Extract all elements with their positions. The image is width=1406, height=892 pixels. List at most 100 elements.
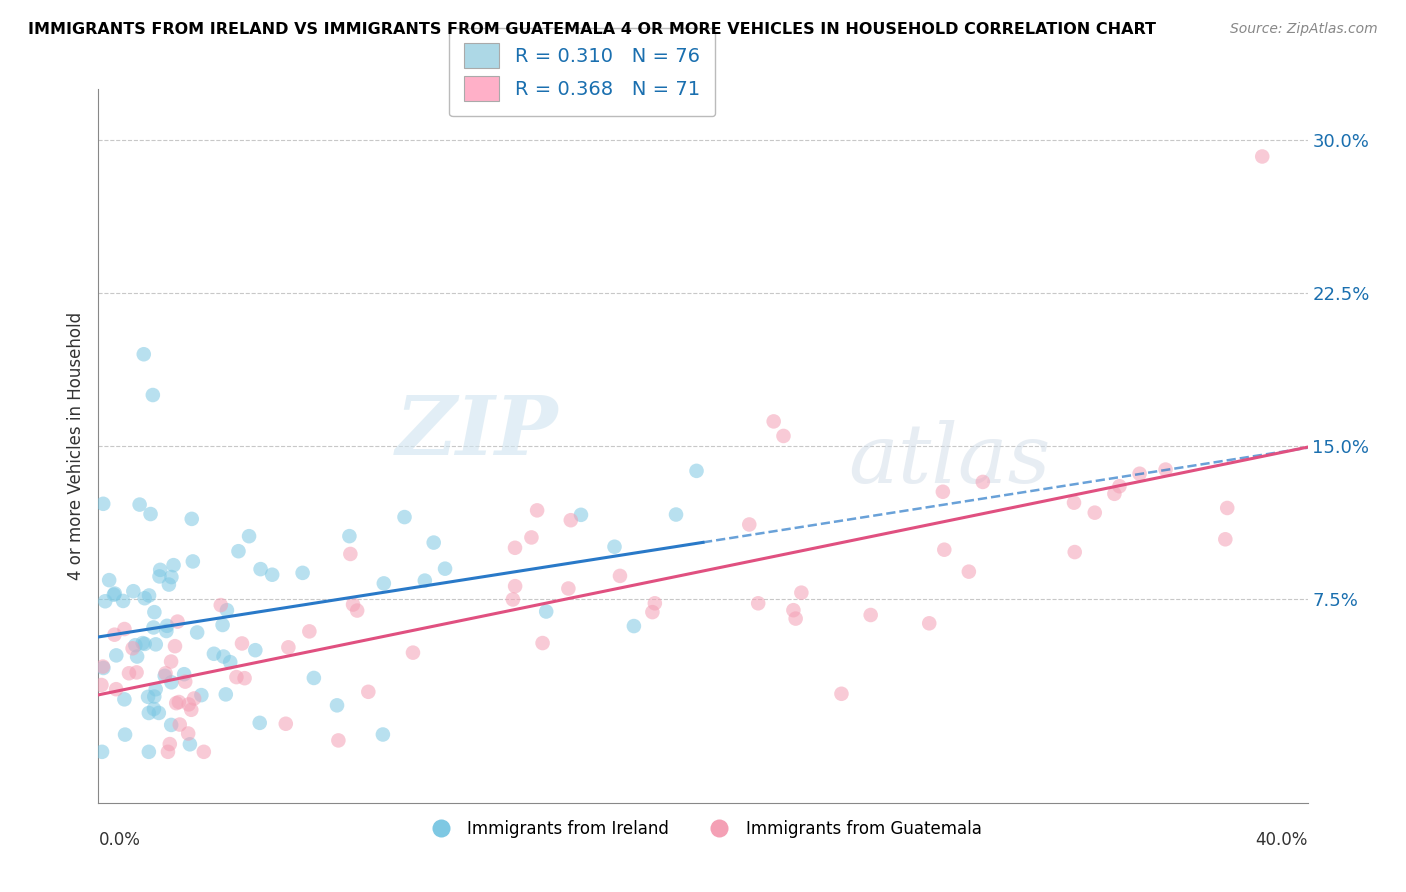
Point [1213, 533, 1236, 547]
Point [145, 682, 167, 697]
Point [155, 666, 177, 681]
Point [394, 510, 416, 524]
Point [215, 687, 238, 701]
Point [165, 696, 187, 710]
Point [134, 637, 156, 651]
Point [277, 640, 299, 655]
Point [641, 605, 664, 619]
Point [103, 588, 125, 602]
Point [160, 570, 183, 584]
Point [177, 698, 200, 712]
Point [531, 636, 554, 650]
Point [373, 576, 395, 591]
Point [156, 619, 179, 633]
Text: 0.0%: 0.0% [98, 831, 141, 849]
Point [231, 636, 253, 650]
Point [738, 517, 761, 532]
Point [131, 636, 153, 650]
Point [112, 594, 135, 608]
Point [623, 619, 645, 633]
Point [1104, 487, 1126, 501]
Point [118, 666, 141, 681]
Point [747, 596, 769, 610]
Point [128, 498, 150, 512]
Point [357, 685, 380, 699]
Point [326, 698, 349, 713]
Point [291, 566, 314, 580]
Point [98, 573, 121, 587]
Point [160, 655, 183, 669]
Point [644, 596, 666, 610]
Point [179, 737, 201, 751]
Point [502, 592, 524, 607]
Point [245, 643, 267, 657]
Point [371, 727, 394, 741]
Point [155, 624, 177, 638]
Point [202, 647, 225, 661]
Point [298, 624, 321, 639]
Point [157, 577, 180, 591]
Point [112, 692, 135, 706]
Point [160, 718, 183, 732]
Point [526, 503, 548, 517]
Point [932, 484, 955, 499]
Point [105, 682, 128, 697]
Point [1063, 496, 1085, 510]
Text: ZIP: ZIP [395, 392, 558, 472]
Point [413, 574, 436, 588]
Point [121, 641, 143, 656]
Point [665, 508, 688, 522]
Point [142, 620, 165, 634]
Point [402, 646, 425, 660]
Point [143, 605, 166, 619]
Point [1154, 462, 1177, 476]
Point [193, 745, 215, 759]
Point [125, 665, 148, 680]
Point [782, 603, 804, 617]
Point [104, 586, 127, 600]
Point [859, 607, 882, 622]
Point [339, 529, 361, 543]
Text: atlas: atlas [848, 420, 1050, 500]
Point [609, 569, 631, 583]
Point [114, 622, 136, 636]
Point [685, 464, 707, 478]
Point [94, 594, 117, 608]
Point [212, 649, 235, 664]
Point [145, 637, 167, 651]
Point [209, 598, 232, 612]
Point [93, 661, 115, 675]
Text: 40.0%: 40.0% [1256, 831, 1308, 849]
Point [1129, 467, 1152, 481]
Point [183, 691, 205, 706]
Point [114, 728, 136, 742]
Point [91, 745, 114, 759]
Point [180, 703, 202, 717]
Point [790, 585, 813, 599]
Point [328, 733, 350, 747]
Point [957, 565, 980, 579]
Point [143, 690, 166, 704]
Point [503, 541, 526, 555]
Point [160, 675, 183, 690]
Point [557, 582, 579, 596]
Point [249, 562, 271, 576]
Point [785, 611, 807, 625]
Legend: Immigrants from Ireland, Immigrants from Guatemala: Immigrants from Ireland, Immigrants from… [418, 814, 988, 845]
Point [103, 628, 125, 642]
Point [127, 649, 149, 664]
Point [934, 542, 956, 557]
Point [138, 706, 160, 720]
Point [830, 687, 852, 701]
Point [132, 347, 155, 361]
Point [569, 508, 592, 522]
Point [534, 605, 557, 619]
Point [342, 598, 364, 612]
Point [211, 618, 233, 632]
Point [91, 659, 114, 673]
Point [138, 589, 160, 603]
Point [918, 616, 941, 631]
Point [166, 615, 188, 629]
Point [1216, 500, 1239, 515]
Point [156, 745, 179, 759]
